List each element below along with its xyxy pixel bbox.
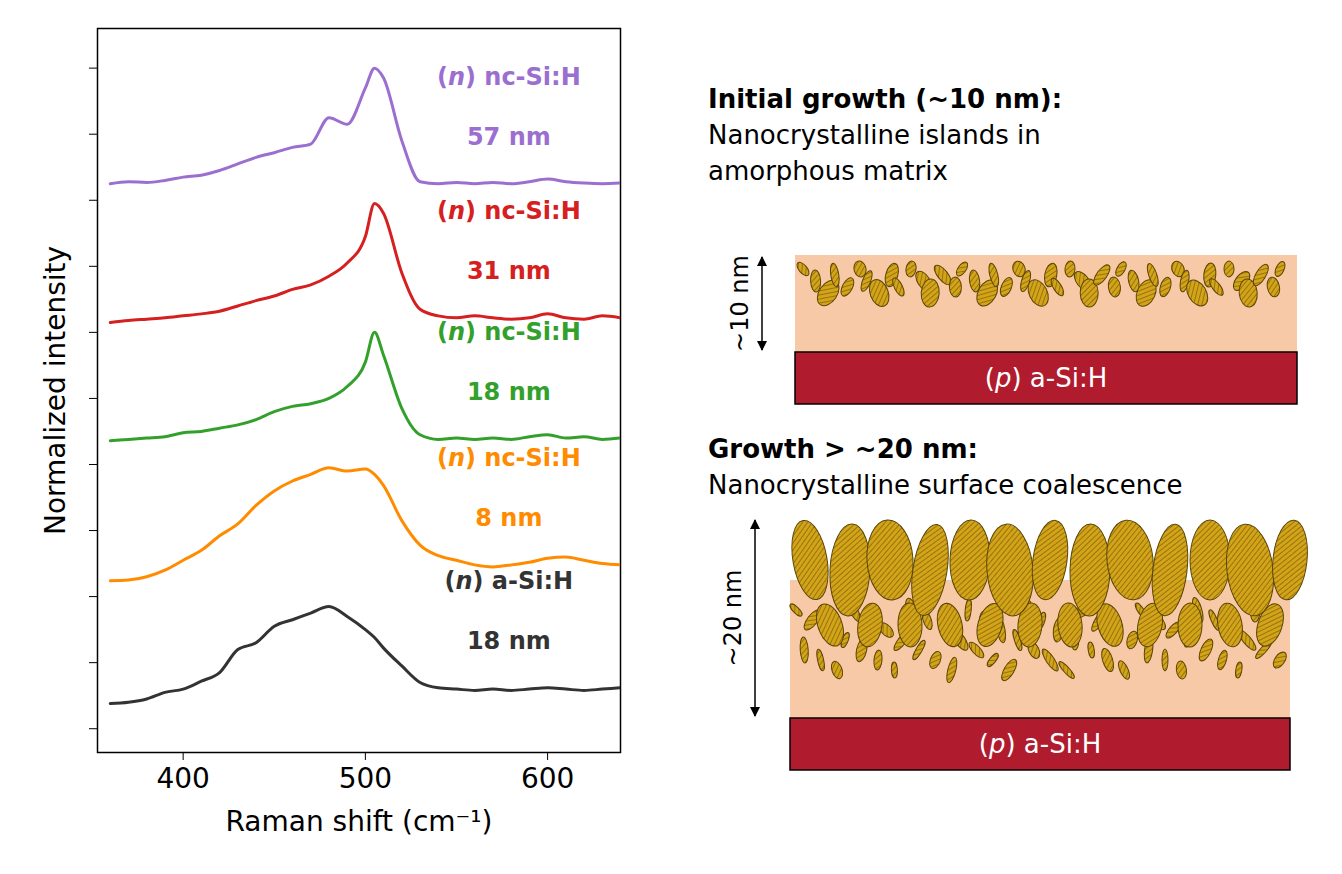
svg-text:~20 nm: ~20 nm (719, 570, 747, 667)
svg-text:(n) a-Si:H: (n) a-Si:H (444, 567, 573, 595)
svg-text:Nanocrystalline surface coales: Nanocrystalline surface coalescence (708, 470, 1183, 500)
svg-text:(n) nc-Si:H: (n) nc-Si:H (437, 197, 581, 225)
svg-text:(p) a-Si:H: (p) a-Si:H (979, 729, 1101, 759)
svg-text:18 nm: 18 nm (467, 627, 551, 655)
svg-text:400: 400 (156, 762, 209, 795)
svg-text:8 nm: 8 nm (475, 504, 542, 532)
svg-text:(n) nc-Si:H: (n) nc-Si:H (437, 444, 581, 472)
svg-text:(p) a-Si:H: (p) a-Si:H (985, 363, 1107, 393)
svg-text:600: 600 (521, 762, 574, 795)
svg-text:31 nm: 31 nm (467, 257, 551, 285)
svg-text:500: 500 (339, 762, 392, 795)
svg-text:amorphous matrix: amorphous matrix (708, 156, 948, 186)
svg-text:Raman shift (cm⁻¹): Raman shift (cm⁻¹) (226, 805, 493, 838)
svg-text:Normalized intensity: Normalized intensity (39, 246, 72, 535)
svg-text:(n) nc-Si:H: (n) nc-Si:H (437, 318, 581, 346)
svg-text:Initial growth (~10 nm):: Initial growth (~10 nm): (708, 84, 1062, 114)
svg-text:57 nm: 57 nm (467, 123, 551, 151)
svg-text:Growth > ~20 nm:: Growth > ~20 nm: (708, 434, 978, 464)
svg-text:(n) nc-Si:H: (n) nc-Si:H (437, 63, 581, 91)
svg-text:18 nm: 18 nm (467, 378, 551, 406)
svg-text:Nanocrystalline islands in: Nanocrystalline islands in (708, 120, 1041, 150)
svg-text:~10 nm: ~10 nm (726, 255, 754, 352)
